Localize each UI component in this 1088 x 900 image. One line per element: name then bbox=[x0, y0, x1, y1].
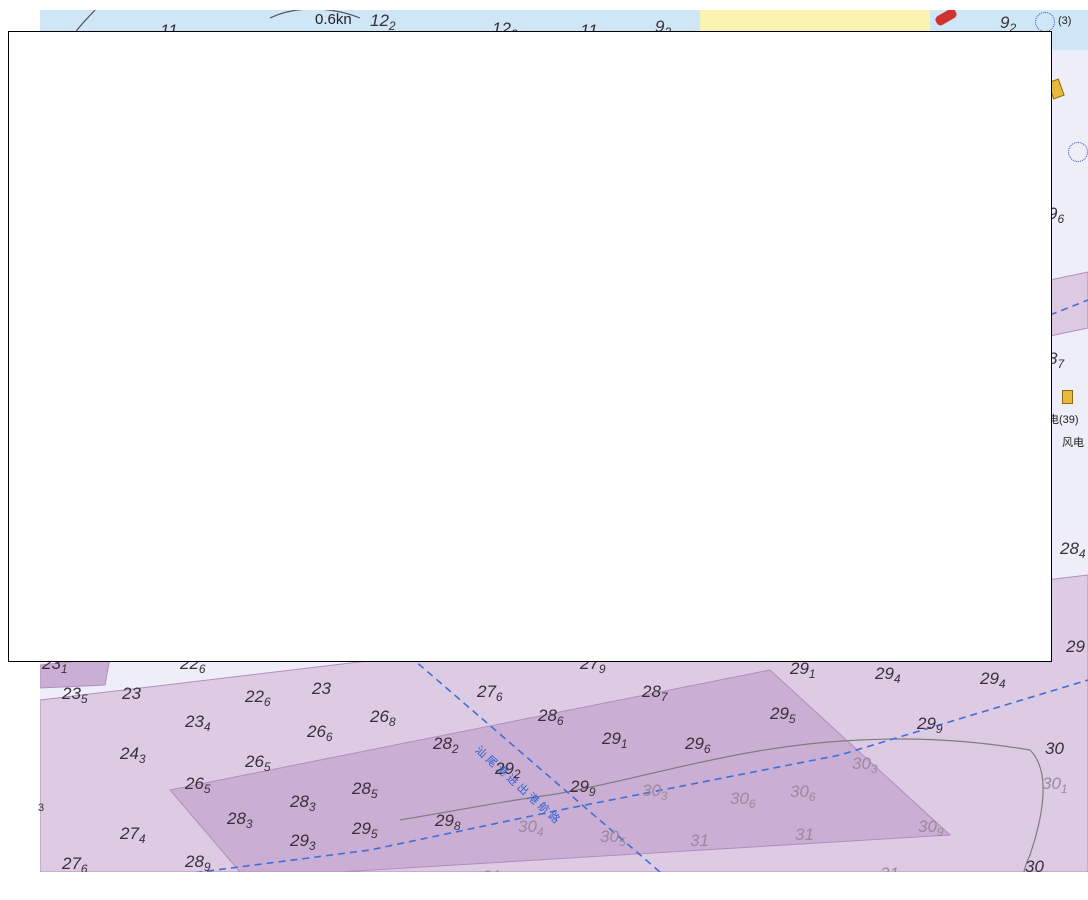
wind-turbine-icon[interactable] bbox=[1068, 142, 1088, 162]
sounding: 283 bbox=[227, 809, 253, 831]
sounding: 293 bbox=[290, 831, 316, 853]
sounding: 298 bbox=[435, 811, 461, 833]
sounding: 287 bbox=[642, 682, 668, 704]
edge-sounding-fragment: 3 bbox=[38, 802, 45, 814]
sounding: 92 bbox=[1000, 13, 1017, 35]
sounding: 296 bbox=[685, 734, 711, 756]
sounding: 301 bbox=[1042, 774, 1068, 796]
route-line-diagonal bbox=[399, 647, 661, 872]
sounding: 306 bbox=[730, 789, 756, 811]
wind-turbine-icon[interactable] bbox=[1035, 12, 1055, 32]
sounding: 291 bbox=[790, 659, 816, 681]
depth-contour bbox=[399, 738, 1044, 872]
route-line-main bbox=[194, 679, 1088, 872]
route-line-upper bbox=[1049, 299, 1088, 316]
wind-farm-label: 风电 bbox=[1062, 437, 1084, 449]
sounding: 309 bbox=[918, 817, 944, 839]
sounding: 306 bbox=[790, 782, 816, 804]
sounding: 268 bbox=[370, 707, 396, 729]
sounding: 23 bbox=[312, 679, 331, 698]
sounding: 276 bbox=[62, 854, 88, 872]
sounding: 96 bbox=[1048, 204, 1065, 226]
current-speed-label: 0.6kn bbox=[315, 11, 352, 28]
sounding: 122 bbox=[370, 11, 396, 33]
sounding: 299 bbox=[917, 714, 943, 736]
sounding: 285 bbox=[352, 779, 378, 801]
sounding: 87 bbox=[1048, 349, 1065, 371]
restricted-zone-edge bbox=[1049, 271, 1088, 337]
sounding: 305 bbox=[600, 827, 626, 849]
sounding: 303 bbox=[642, 781, 668, 803]
sounding: 266 bbox=[307, 722, 333, 744]
turbine-number-label: (3) bbox=[1058, 15, 1072, 27]
sounding: 294 bbox=[875, 664, 901, 686]
blank-overlay-panel bbox=[8, 31, 1052, 662]
beacon-icon[interactable] bbox=[1062, 390, 1073, 404]
sounding: 235 bbox=[62, 684, 88, 706]
sounding: 295 bbox=[770, 704, 796, 726]
sounding: 295 bbox=[352, 819, 378, 841]
sounding: 23 bbox=[122, 684, 141, 703]
sounding: 31 bbox=[690, 831, 709, 850]
sounding: 274 bbox=[120, 824, 146, 846]
sounding: 276 bbox=[477, 682, 503, 704]
sounding: 29 bbox=[1066, 637, 1085, 656]
wind-farm-label: 电(39) bbox=[1048, 414, 1079, 426]
sounding: 304 bbox=[518, 817, 544, 839]
current-arc bbox=[269, 10, 361, 19]
sounding: 294 bbox=[980, 669, 1006, 691]
sounding: 292 bbox=[495, 759, 521, 781]
anchorage-zone bbox=[169, 669, 952, 872]
sounding: 282 bbox=[433, 734, 459, 756]
sounding: 283 bbox=[290, 792, 316, 814]
sounding: 303 bbox=[852, 754, 878, 776]
sounding: 234 bbox=[185, 712, 211, 734]
sounding: 226 bbox=[245, 687, 271, 709]
sounding: 31 bbox=[880, 865, 899, 872]
sounding: 265 bbox=[245, 752, 271, 774]
sounding: 286 bbox=[538, 706, 564, 728]
sounding: 299 bbox=[570, 777, 596, 799]
sounding: 284 bbox=[1060, 539, 1086, 561]
sounding: 265 bbox=[185, 774, 211, 796]
sounding: 30 bbox=[1045, 739, 1064, 758]
land-area bbox=[700, 10, 930, 34]
sounding: 289 bbox=[185, 852, 211, 872]
sounding: 291 bbox=[602, 729, 628, 751]
sounding: 243 bbox=[120, 744, 146, 766]
sounding: 31 bbox=[795, 825, 814, 844]
sounding: 30 bbox=[1025, 857, 1044, 872]
sounding: 31 bbox=[482, 868, 501, 872]
